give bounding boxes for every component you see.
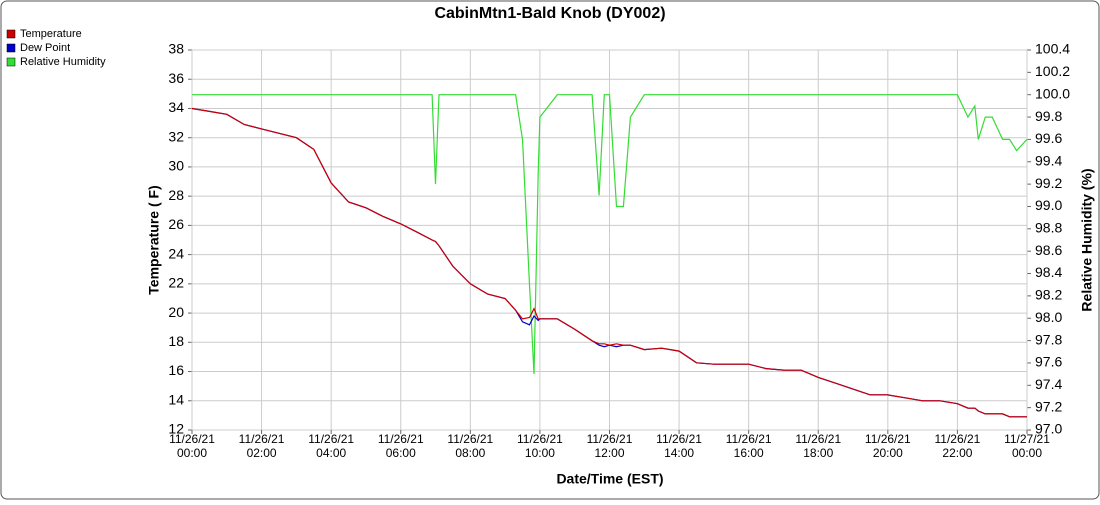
y-tick-label: 24 — [168, 245, 184, 261]
y-tick-label: 12 — [168, 421, 184, 437]
legend-label: Relative Humidity — [20, 56, 106, 68]
y-axis-label: Temperature ( F) — [146, 185, 162, 294]
x-tick-label: 11/26/21 06:00 — [378, 432, 424, 460]
y-tick-label: 26 — [168, 216, 184, 232]
y2-tick-label: 99.6 — [1035, 130, 1062, 146]
x-tick-label: 11/27/21 00:00 — [1004, 432, 1050, 460]
y-tick-label: 32 — [168, 128, 184, 144]
x-axis-label: Date/Time (EST) — [556, 471, 663, 487]
y-tick-label: 38 — [168, 41, 184, 57]
y2-tick-label: 98.8 — [1035, 220, 1062, 236]
y-tick-label: 30 — [168, 158, 184, 174]
x-tick-label: 11/26/21 04:00 — [308, 432, 354, 460]
x-tick-label: 11/26/21 16:00 — [726, 432, 772, 460]
y2-tick-label: 97.2 — [1035, 398, 1062, 414]
y2-axis-label: Relative Humidity (%) — [1079, 168, 1095, 311]
y2-tick-label: 99.8 — [1035, 108, 1062, 124]
y2-tick-label: 99.0 — [1035, 197, 1062, 213]
y2-tick-label: 99.2 — [1035, 175, 1062, 191]
y-tick-label: 16 — [168, 362, 184, 378]
y2-tick-label: 100.0 — [1035, 85, 1070, 101]
legend-swatch — [6, 43, 16, 53]
series-line — [191, 107, 1027, 418]
y2-tick-label: 98.6 — [1035, 242, 1062, 258]
x-tick-label: 11/26/21 08:00 — [447, 432, 493, 460]
y-tick-label: 22 — [168, 275, 184, 291]
y2-tick-label: 98.0 — [1035, 309, 1062, 325]
y-tick-label: 20 — [168, 304, 184, 320]
legend-swatch — [6, 57, 16, 67]
y2-tick-label: 98.2 — [1035, 287, 1062, 303]
x-tick-label: 11/26/21 20:00 — [865, 432, 911, 460]
legend-label: Temperature — [20, 28, 82, 40]
y2-tick-label: 100.4 — [1035, 41, 1070, 57]
y-tick-label: 14 — [168, 391, 184, 407]
y2-tick-label: 97.0 — [1035, 421, 1062, 437]
y2-tick-label: 100.2 — [1035, 63, 1070, 79]
y2-tick-label: 98.4 — [1035, 264, 1062, 280]
x-tick-label: 11/26/21 12:00 — [587, 432, 633, 460]
x-tick-label: 11/26/21 22:00 — [935, 432, 981, 460]
chart-title: CabinMtn1-Bald Knob (DY002) — [434, 5, 665, 22]
y-tick-label: 34 — [168, 99, 184, 115]
y-tick-label: 36 — [168, 70, 184, 86]
y-tick-label: 28 — [168, 187, 184, 203]
y2-tick-label: 97.8 — [1035, 331, 1062, 347]
x-tick-label: 11/26/21 10:00 — [517, 432, 563, 460]
series-line — [192, 94, 1028, 375]
x-tick-label: 11/26/21 18:00 — [795, 432, 841, 460]
y2-tick-label: 97.6 — [1035, 354, 1062, 370]
x-tick-label: 11/26/21 00:00 — [169, 432, 215, 460]
x-tick-label: 11/26/21 02:00 — [239, 432, 285, 460]
y-tick-label: 18 — [168, 333, 184, 349]
y2-tick-label: 99.4 — [1035, 152, 1062, 168]
x-tick-label: 11/26/21 14:00 — [656, 432, 702, 460]
y2-tick-label: 97.4 — [1035, 376, 1062, 392]
legend-label: Dew Point — [20, 42, 70, 54]
legend-swatch — [6, 29, 16, 39]
